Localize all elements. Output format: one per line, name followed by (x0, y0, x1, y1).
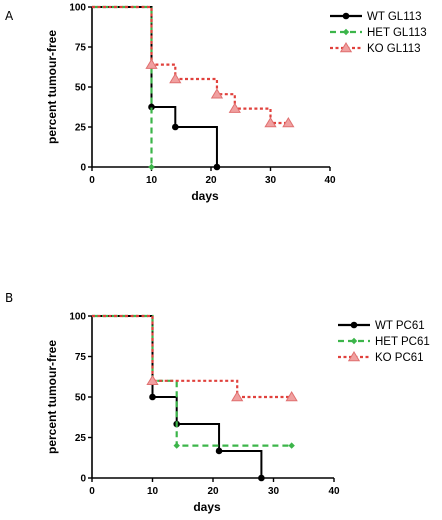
data-point-het (148, 163, 155, 171)
x-tick-label: 0 (89, 486, 95, 497)
legend-label-wt: WT PC61 (375, 320, 425, 332)
legend-label-ko: KO GL113 (367, 43, 421, 55)
panel-b: B 0 25 50 75 100 0 10 20 30 40 days percent tumour-… (5, 291, 430, 514)
data-point-het (288, 442, 295, 449)
y-tick-label: 50 (75, 393, 87, 404)
x-tick-label: 20 (207, 486, 219, 497)
panel-label-a: A (5, 9, 14, 23)
data-point-ko (282, 117, 295, 128)
data-point-wt (213, 163, 221, 171)
data-point-ko (146, 374, 159, 386)
x-tick-label: 0 (89, 175, 95, 186)
legend-marker-het (342, 28, 350, 36)
series-line-ko (92, 314, 292, 399)
legend-marker-wt (342, 12, 350, 20)
legend-label-ko: KO PC61 (375, 352, 424, 364)
x-axis-title: days (193, 500, 221, 514)
y-tick-label: 100 (69, 312, 86, 323)
y-tick-label: 75 (75, 43, 87, 54)
x-tick-label: 40 (328, 486, 340, 497)
data-point-wt (258, 474, 265, 482)
y-tick-label: 50 (75, 83, 87, 94)
y-axis-title: percent tumour-free (45, 30, 59, 144)
x-axis-title: days (191, 189, 219, 203)
y-tick-label: 75 (75, 352, 87, 363)
y-tick-label: 25 (75, 433, 87, 444)
data-point-het (173, 442, 180, 449)
series-line-het (92, 5, 153, 167)
data-point-wt (172, 123, 179, 131)
data-point-ko (169, 73, 182, 84)
y-tick-label: 0 (80, 474, 86, 485)
legend-marker-ko (339, 42, 353, 53)
panel-a: A 0 25 50 75 100 0 10 20 30 40 days percent tumour-… (5, 3, 427, 204)
x-tick-label: 30 (265, 175, 277, 186)
x-tick-label: 20 (205, 175, 217, 186)
x-tick-label: 30 (268, 486, 280, 497)
data-point-ko (231, 391, 244, 402)
x-tick-label: 40 (324, 175, 336, 186)
data-point-ko (210, 88, 224, 99)
series-line-het (92, 314, 292, 447)
data-point-ko (145, 58, 158, 69)
legend-marker-het (350, 337, 358, 345)
legend-label-het: HET GL113 (367, 27, 427, 39)
legend-label-het: HET PC61 (375, 336, 430, 348)
legend-marker-ko (347, 351, 361, 362)
data-point-ko (285, 391, 298, 402)
data-point-wt (149, 393, 156, 401)
y-tick-label: 25 (75, 123, 87, 134)
series-line-ko (92, 5, 289, 125)
panel-label-b: B (5, 291, 13, 305)
series-line-wt (92, 6, 218, 167)
y-tick-label: 0 (80, 163, 86, 174)
data-point-wt (215, 447, 223, 455)
data-point-wt (148, 103, 155, 111)
data-point-ko (228, 102, 241, 113)
legend-marker-wt (350, 321, 358, 329)
y-tick-label: 100 (69, 3, 86, 14)
x-tick-label: 10 (147, 486, 159, 497)
x-tick-label: 10 (146, 175, 158, 186)
y-axis-title: percent tumour-free (45, 340, 59, 454)
legend-label-wt: WT GL113 (367, 11, 422, 23)
data-point-ko (264, 117, 277, 128)
